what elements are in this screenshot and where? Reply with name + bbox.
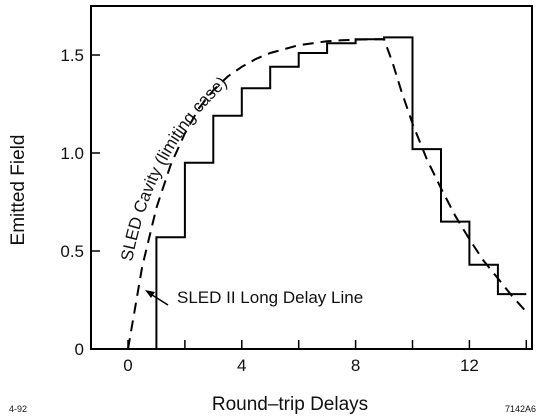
x-axis-ticks: 0 4 8 12	[123, 340, 528, 375]
x-axis-title: Round–trip Delays	[212, 394, 368, 415]
dashed-series-line	[127, 38, 528, 350]
y-axis-title: Emitted Field	[8, 135, 29, 246]
x-tick-label: 12	[460, 356, 479, 375]
y-axis-ticks: 0 0.5 1.0 1.5	[60, 46, 100, 359]
y-tick-label: 0.5	[60, 242, 84, 261]
y-tick-label: 1.0	[60, 144, 84, 163]
plot-frame	[90, 5, 533, 350]
dashed-series-group	[127, 38, 528, 350]
x-tick-label: 4	[237, 356, 246, 375]
y-tick-label: 0	[75, 340, 84, 359]
corner-date-label: 4-92	[9, 404, 27, 414]
sled-cavity-label: SLED Cavity (limiting case)	[117, 73, 230, 263]
x-tick-label: 0	[123, 356, 132, 375]
x-tick-label: 8	[351, 356, 360, 375]
corner-figure-id: 7142A6	[505, 404, 536, 414]
annotation-arrow-head	[145, 290, 155, 298]
sled-ii-label: SLED II Long Delay Line	[177, 288, 363, 307]
sled-cavity-label-path: SLED Cavity (limiting case)	[117, 73, 230, 263]
y-tick-label: 1.5	[60, 46, 84, 65]
